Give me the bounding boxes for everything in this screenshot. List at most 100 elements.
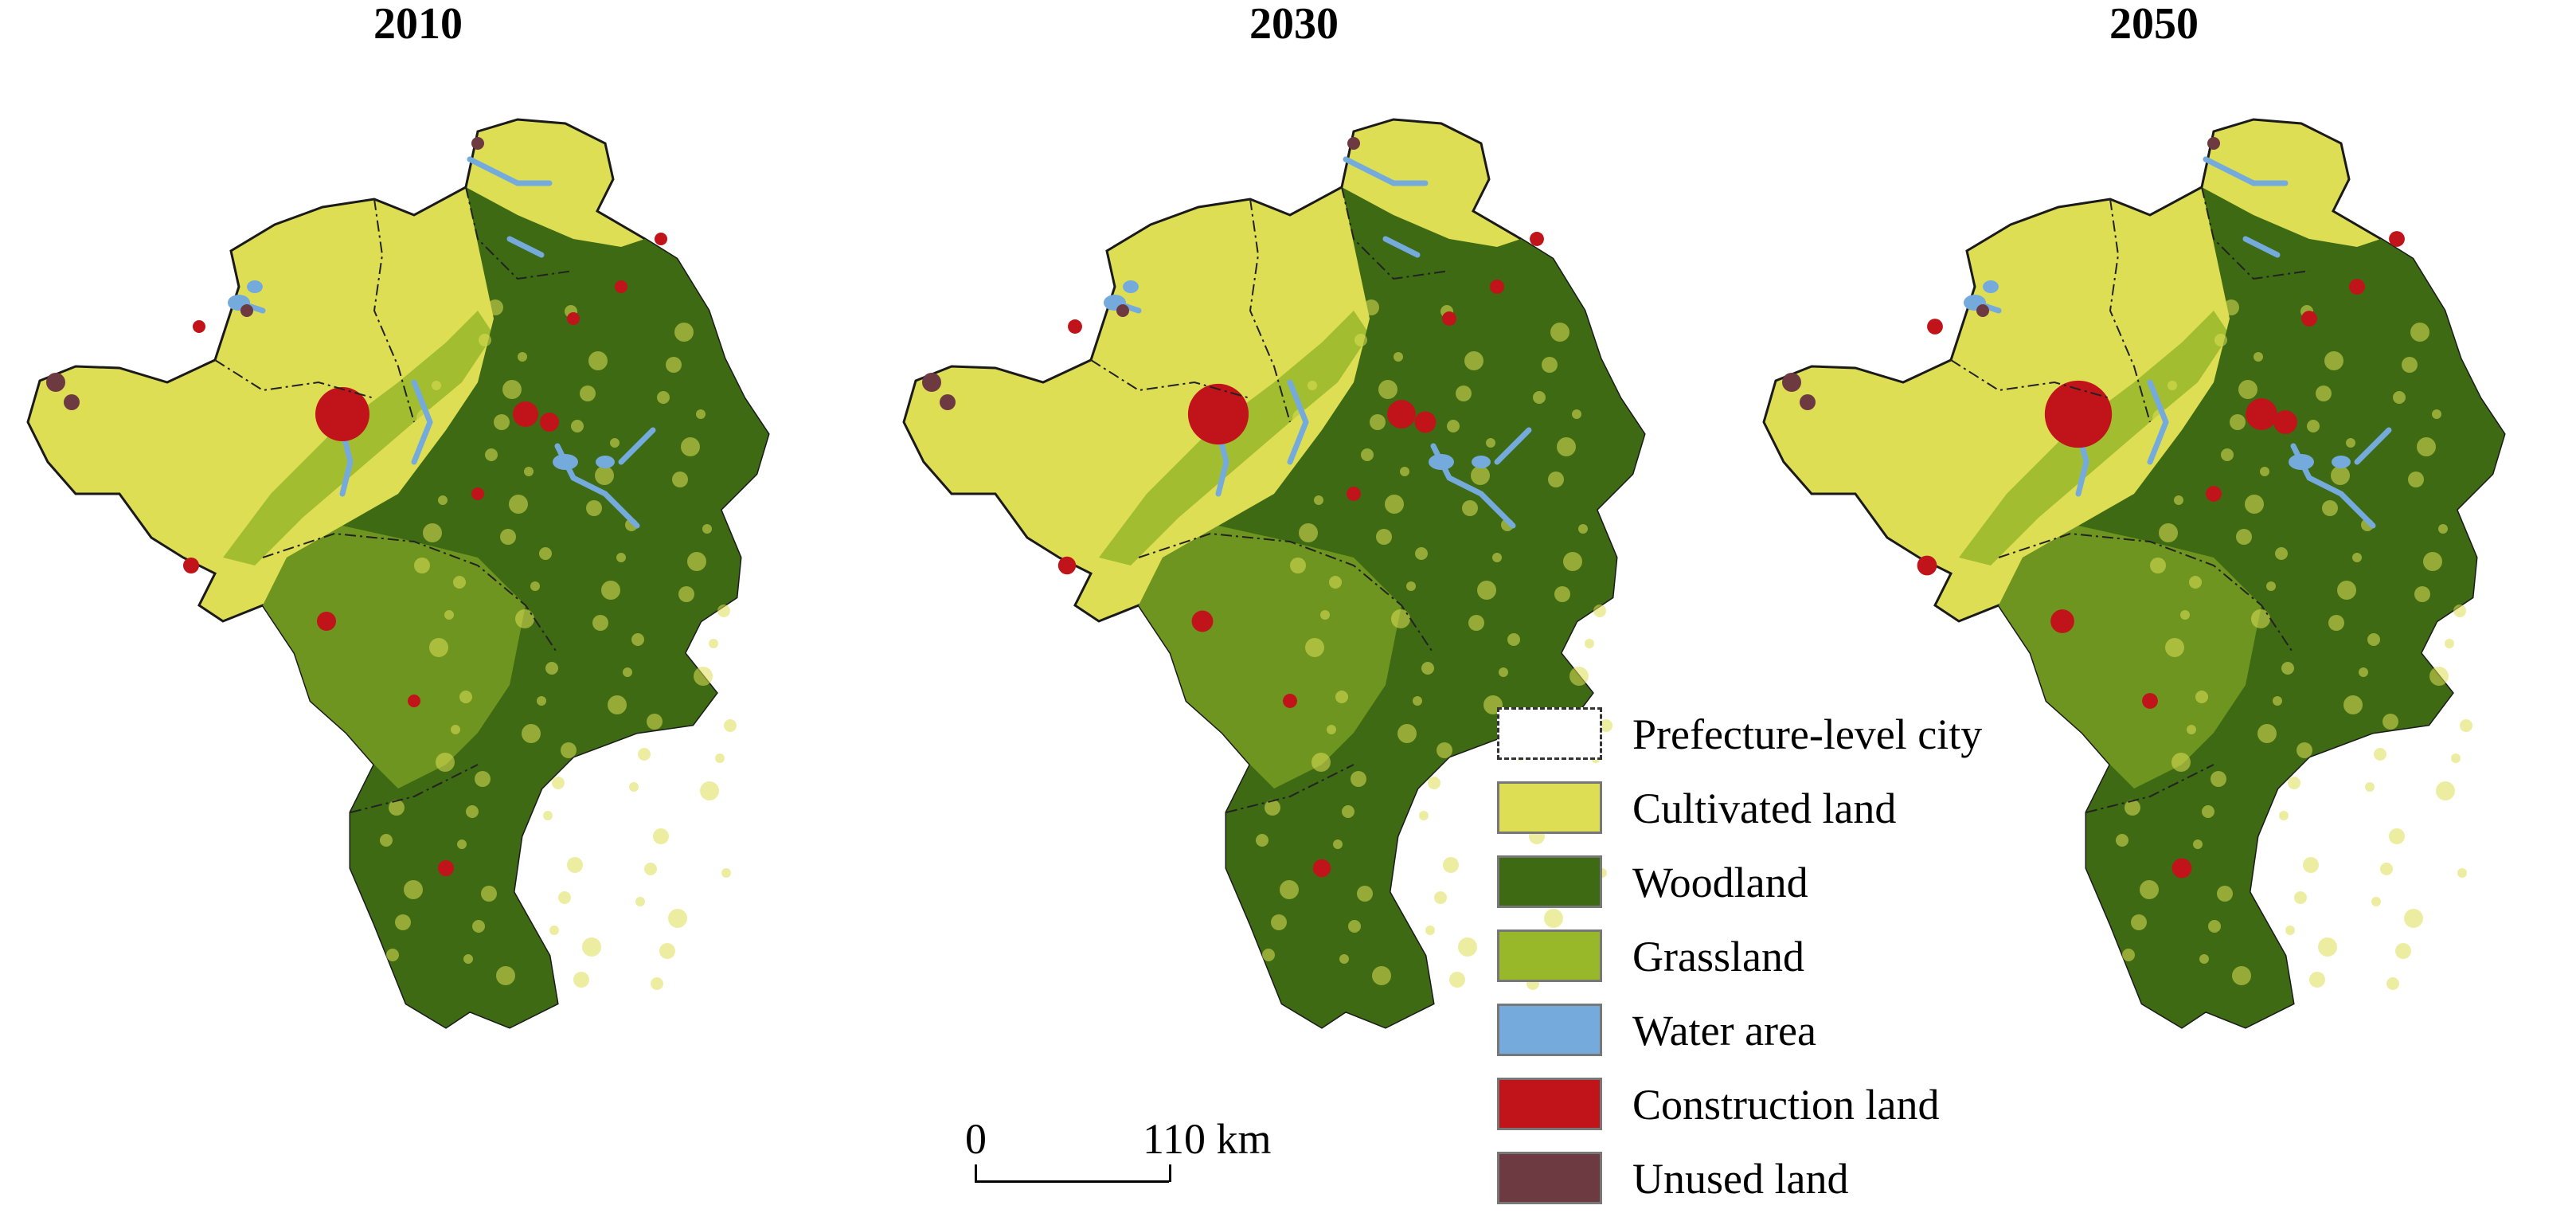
cultivated-patch <box>2211 771 2226 787</box>
cultivated-patch <box>1499 667 1508 677</box>
construction-land-patch <box>615 280 627 293</box>
cultivated-patch <box>2273 696 2282 706</box>
cultivated-patch <box>2316 385 2332 401</box>
cultivated-patch <box>1557 437 1576 456</box>
cultivated-patch <box>515 609 534 628</box>
cultivated-patch <box>1507 633 1520 646</box>
cultivated-patch <box>2307 420 2320 432</box>
construction-land-patch <box>2050 609 2074 633</box>
construction-land-patch <box>1347 487 1361 501</box>
cultivated-patch <box>1458 937 1477 957</box>
construction-land-patch <box>1917 555 1937 576</box>
cultivated-patch <box>2457 868 2467 878</box>
cultivated-patch <box>2146 294 2165 313</box>
cultivated-patch <box>2371 897 2381 906</box>
land-use-map <box>1762 118 2506 1029</box>
cultivated-patch <box>2322 500 2338 516</box>
legend: Prefecture-level city Cultivated land Wo… <box>1497 702 2070 1221</box>
cultivated-patch <box>451 725 460 734</box>
prefecture-boundary <box>214 359 375 399</box>
cultivated-patch <box>1406 581 1416 591</box>
land-use-map <box>902 118 1646 1029</box>
cultivated-patch <box>2451 753 2461 763</box>
cultivated-patch <box>2389 828 2405 844</box>
cultivated-patch <box>651 977 663 990</box>
cultivated-patch <box>601 581 620 600</box>
cultivated-patch <box>700 781 719 800</box>
cultivated-patch <box>432 381 441 390</box>
prefecture-boundary <box>1225 764 1354 813</box>
construction-land-patch <box>2246 398 2277 430</box>
cultivated-patch <box>610 438 620 448</box>
cultivated-patch <box>2168 381 2177 390</box>
cultivated-patch <box>404 880 423 899</box>
color-swatch <box>1497 855 1602 908</box>
boundary-swatch <box>1497 707 1602 760</box>
prefecture-boundary <box>2109 198 2151 423</box>
cultivated-patch <box>1376 529 1392 545</box>
cultivated-patch <box>485 448 498 461</box>
cultivated-patch <box>2208 920 2221 933</box>
cultivated-patch <box>549 926 559 935</box>
cultivated-patch <box>522 724 541 743</box>
cultivated-patch <box>629 782 639 792</box>
construction-land-patch <box>1283 694 1297 708</box>
scale-bar: 0 110 km <box>956 1115 1338 1203</box>
cultivated-patch <box>702 524 712 534</box>
unused-land-patch <box>64 394 80 410</box>
cultivated-patch <box>2359 667 2368 677</box>
cultivated-patch <box>616 553 626 562</box>
construction-land-patch <box>1387 400 1416 429</box>
river <box>1287 379 1309 465</box>
cultivated-patch <box>2303 857 2319 873</box>
cultivated-patch <box>2423 552 2442 571</box>
construction-land-patch <box>1414 411 1437 433</box>
cultivated-patch <box>2150 558 2166 573</box>
construction-land-patch <box>2389 231 2405 247</box>
cultivated-patch <box>1361 448 1374 461</box>
cultivated-patch <box>2367 633 2380 646</box>
cultivated-patch <box>1434 891 1447 904</box>
unused-land-patch <box>922 373 941 392</box>
scale-max-label: 110 km <box>1143 1115 1272 1163</box>
legend-label: Construction land <box>1632 1081 1940 1129</box>
scale-tick <box>1169 1164 1171 1182</box>
cultivated-patch <box>2346 438 2355 448</box>
cultivated-patch <box>1378 380 1397 399</box>
cultivated-patch <box>2189 576 2202 589</box>
cultivated-patch <box>2275 547 2288 560</box>
lake <box>2289 454 2314 470</box>
cultivated-patch <box>1351 771 1366 787</box>
cultivated-patch <box>2171 753 2191 772</box>
cultivated-patch <box>429 638 448 657</box>
cultivated-patch <box>666 357 682 373</box>
cultivated-patch <box>2137 328 2153 344</box>
cultivated-patch <box>1370 414 1386 430</box>
river <box>618 427 656 465</box>
cultivated-patch <box>1468 615 1484 631</box>
cultivated-patch <box>1394 352 1403 362</box>
cultivated-patch <box>496 966 515 985</box>
cultivated-patch <box>2266 581 2276 591</box>
cultivated-patch <box>2393 391 2406 404</box>
unused-land-patch <box>1800 394 1816 410</box>
construction-land-patch <box>2273 410 2297 434</box>
cultivated-patch <box>1544 909 1563 928</box>
mixed-region <box>1999 526 2261 789</box>
cultivated-patch <box>715 753 725 763</box>
legend-label: Unused land <box>1632 1155 1849 1203</box>
cultivated-patch <box>552 777 565 789</box>
construction-land-patch <box>1057 556 1077 575</box>
construction-land-patch <box>438 860 454 876</box>
cultivated-patch <box>1286 294 1305 313</box>
cultivated-patch <box>481 886 497 902</box>
cultivated-patch <box>2414 586 2430 602</box>
legend-item-construction: Construction land <box>1497 1073 2070 1147</box>
prefecture-boundary <box>1341 186 1450 280</box>
unused-land-patch <box>2207 137 2220 150</box>
land-use-map <box>26 118 770 1029</box>
cultivated-patch <box>1563 552 1582 571</box>
cultivated-patch <box>1542 357 1558 373</box>
color-swatch <box>1497 929 1602 982</box>
cultivated-patch <box>588 351 608 370</box>
